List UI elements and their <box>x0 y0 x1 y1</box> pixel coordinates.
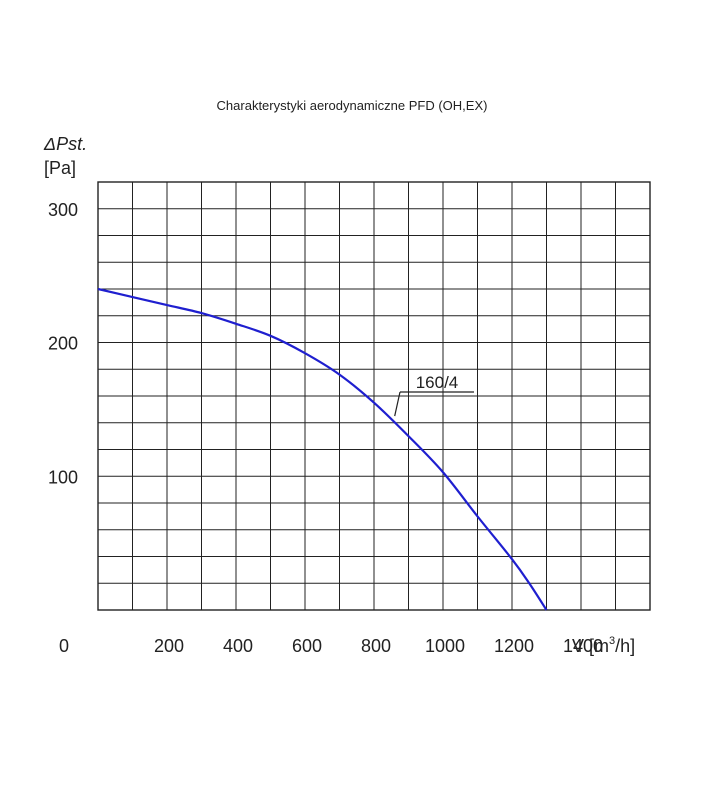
annotation-label: 160/4 <box>416 373 459 392</box>
y-tick-label: 100 <box>48 467 78 487</box>
labels-layer: 100 200 300 0 200 400 600 800 1000 1200 1400 ΔPst. [… <box>43 134 635 656</box>
grid <box>98 182 650 610</box>
chart-title: Charakterystyki aerodynamiczne PFD (OH,E… <box>216 98 488 113</box>
series-layer <box>97 287 548 611</box>
series-line-160-4 <box>97 287 548 611</box>
x-tick-label: 1200 <box>494 636 534 656</box>
y-axis-label-unit: [Pa] <box>44 158 76 178</box>
x-axis-label: V [m3/h] <box>572 635 635 656</box>
x-tick-label: 200 <box>154 636 184 656</box>
plot-frame <box>97 181 651 611</box>
y-axis-label-symbol: ΔPst. <box>43 134 87 154</box>
x-tick-label: 400 <box>223 636 253 656</box>
x-tick-label: 800 <box>361 636 391 656</box>
origin-label: 0 <box>59 636 69 656</box>
y-tick-label: 200 <box>48 334 78 354</box>
x-tick-label: 1400 <box>563 636 603 656</box>
x-tick-label: 1000 <box>425 636 465 656</box>
axes <box>97 181 651 611</box>
annotation-leader <box>394 391 401 417</box>
y-tick-label: 300 <box>48 200 78 220</box>
x-tick-label: 600 <box>292 636 322 656</box>
